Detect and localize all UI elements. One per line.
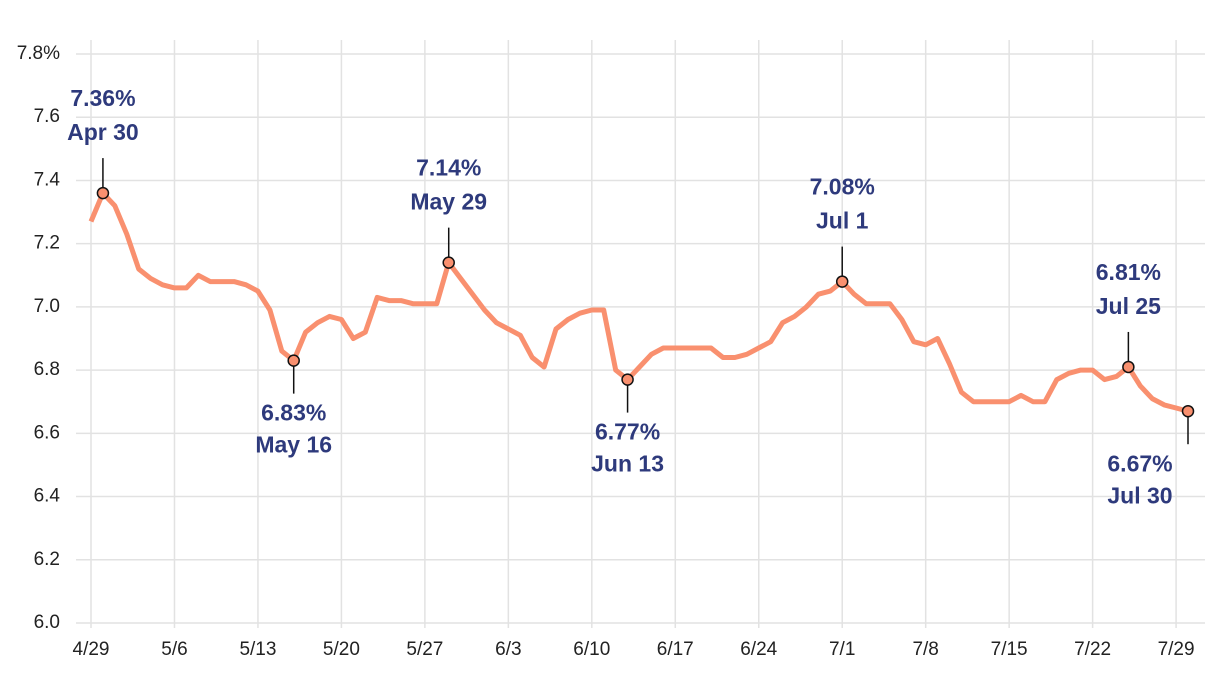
y-tick-label: 6.2 <box>34 549 60 570</box>
y-tick-label: 7.4 <box>34 169 61 190</box>
x-tick-label: 7/8 <box>912 639 938 660</box>
annotation-value: 6.81% <box>1096 259 1161 285</box>
y-tick-label: 7.0 <box>34 296 60 317</box>
annotation-date: Jun 13 <box>591 451 664 477</box>
annotation-date: Jul 1 <box>816 208 869 234</box>
annotation-value: 7.14% <box>416 155 481 181</box>
x-tick-label: 7/1 <box>829 639 855 660</box>
highlight-point <box>287 354 300 367</box>
highlight-point <box>835 275 849 288</box>
annotation-date: Apr 30 <box>67 119 139 145</box>
y-tick-label: 6.8 <box>34 359 60 380</box>
annotation-value: 7.08% <box>810 174 875 200</box>
annotation-value: 6.77% <box>595 419 660 445</box>
x-tick-label: 6/24 <box>740 639 777 660</box>
highlight-point <box>1122 360 1135 374</box>
annotation-value: 6.83% <box>261 400 326 426</box>
x-tick-label: 7/22 <box>1074 639 1111 660</box>
x-tick-label: 4/29 <box>73 639 110 660</box>
annotation-date: May 16 <box>255 432 332 458</box>
x-tick-label: 5/6 <box>161 639 187 660</box>
highlight-point <box>96 186 110 200</box>
annotation-date: Jul 30 <box>1107 482 1172 508</box>
x-tick-label: 5/20 <box>323 639 360 660</box>
x-tick-label: 7/15 <box>991 639 1028 660</box>
highlight-point <box>621 373 634 386</box>
x-tick-label: 6/3 <box>495 639 521 660</box>
rate-line <box>88 190 1189 414</box>
annotation-value: 7.36% <box>70 85 135 111</box>
x-tick-label: 5/13 <box>239 639 276 660</box>
y-tick-label: 7.8% <box>17 43 60 64</box>
y-tick-label: 6.6 <box>34 422 60 443</box>
x-tick-label: 6/10 <box>573 639 610 660</box>
highlight-point <box>442 256 455 269</box>
annotation-value: 6.67% <box>1107 450 1172 476</box>
y-tick-label: 7.6 <box>34 106 60 127</box>
y-tick-label: 6.0 <box>34 612 60 633</box>
y-tick-label: 7.2 <box>34 233 60 254</box>
annotation-date: Jul 25 <box>1096 293 1161 319</box>
y-tick-label: 6.4 <box>34 486 61 507</box>
x-tick-label: 7/29 <box>1158 639 1195 660</box>
x-tick-label: 5/27 <box>406 639 443 660</box>
annotation-date: May 29 <box>410 189 487 215</box>
x-tick-label: 6/17 <box>657 639 694 660</box>
highlight-point <box>1181 404 1195 418</box>
